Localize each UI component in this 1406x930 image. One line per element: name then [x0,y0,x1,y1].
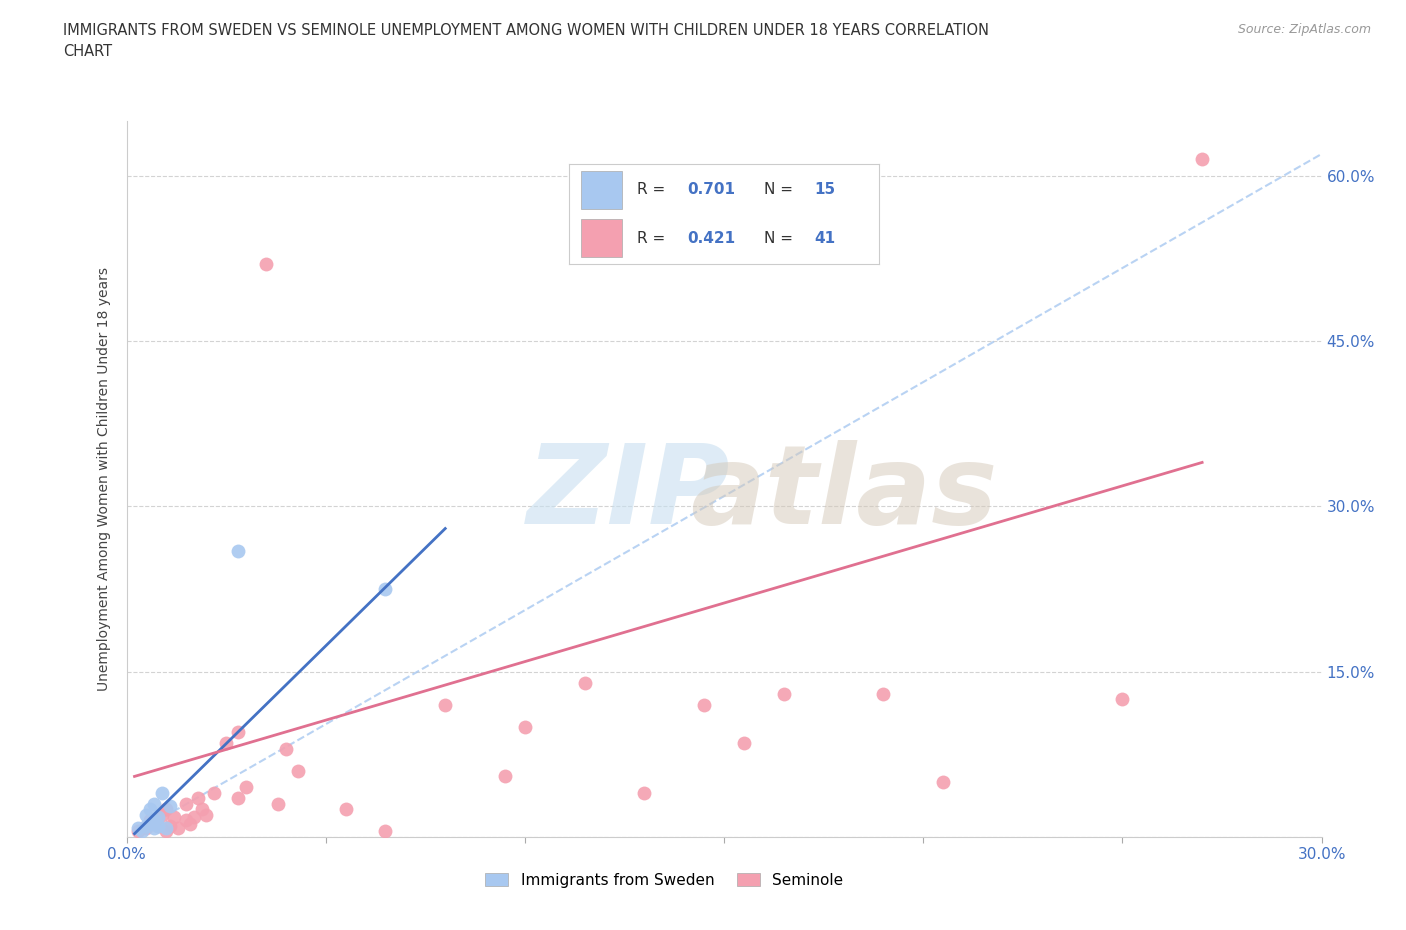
Point [773,686,796,701]
Point [163,810,186,825]
Point [148,810,170,825]
Point [139,817,162,831]
Point [1191,152,1213,166]
Point [191,802,214,817]
Legend: Immigrants from Sweden, Seminole: Immigrants from Sweden, Seminole [479,867,849,894]
Point [183,810,205,825]
Text: ZIP: ZIP [527,440,730,547]
Point [374,824,396,839]
Point [159,818,181,833]
Point [633,786,655,801]
Point [139,802,162,817]
Point [143,817,166,831]
Y-axis label: Unemployment Among Women with Children Under 18 years: Unemployment Among Women with Children U… [97,267,111,691]
Point [226,724,249,739]
Point [434,698,457,712]
Point [148,818,170,833]
Point [167,821,190,836]
Point [135,818,157,833]
Point [254,257,277,272]
Point [179,817,201,831]
Point [155,821,177,836]
Point [872,686,894,701]
Point [143,821,166,836]
Point [932,775,955,790]
Point [733,736,755,751]
Point [287,764,309,778]
Point [150,786,174,801]
Point [135,821,157,836]
Point [174,813,197,828]
Point [139,813,162,828]
Point [1111,692,1133,707]
Point [235,780,257,795]
Point [159,799,181,814]
Point [148,818,170,833]
Point [143,796,166,811]
Point [574,675,596,690]
Point [335,802,357,817]
Text: atlas: atlas [690,440,997,547]
Point [131,824,153,839]
Text: IMMIGRANTS FROM SWEDEN VS SEMINOLE UNEMPLOYMENT AMONG WOMEN WITH CHILDREN UNDER : IMMIGRANTS FROM SWEDEN VS SEMINOLE UNEMP… [63,23,990,60]
Point [155,802,177,817]
Point [135,807,157,822]
Point [155,824,177,839]
Point [374,581,396,596]
Point [494,769,516,784]
Point [174,796,197,811]
Point [127,824,149,839]
Point [226,543,249,558]
Point [195,807,218,822]
Point [202,786,225,801]
Point [274,741,297,756]
Point [127,821,149,836]
Text: Source: ZipAtlas.com: Source: ZipAtlas.com [1237,23,1371,36]
Point [215,736,238,751]
Point [143,813,166,828]
Point [187,791,209,806]
Point [513,720,536,735]
Point [267,796,290,811]
Point [226,791,249,806]
Point [150,807,174,822]
Point [693,698,716,712]
